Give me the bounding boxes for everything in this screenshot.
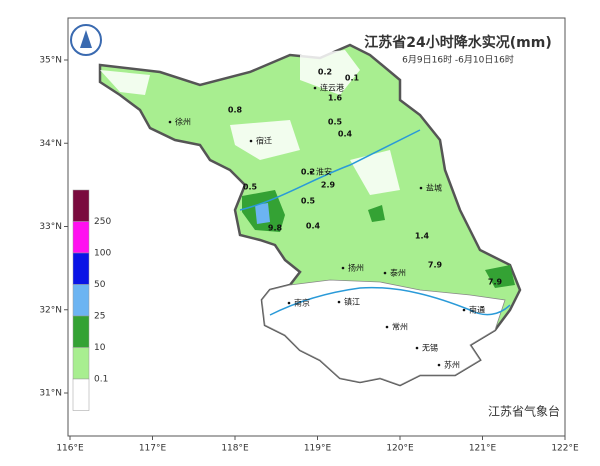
dry-area — [100, 50, 400, 195]
legend-swatch — [72, 221, 90, 254]
rainfall-value: 1.4 — [415, 232, 430, 241]
city-dot — [419, 186, 423, 190]
legend-label: 250 — [94, 217, 111, 227]
city-label: 扬州 — [348, 263, 364, 273]
rainfall-value: 0.5 — [328, 118, 343, 127]
legend-swatch — [72, 378, 90, 411]
city-dot — [415, 346, 419, 350]
city-dot — [385, 325, 389, 329]
city-label: 宿迁 — [256, 136, 272, 146]
rainfall-value: 0.4 — [338, 130, 353, 139]
lon-label: 120°E — [386, 444, 414, 454]
rainfall-value: 0.4 — [306, 222, 321, 231]
map-title: 江苏省24小时降水实况(mm) — [364, 34, 551, 51]
legend-label: 0.1 — [94, 375, 108, 385]
south-region — [261, 279, 506, 386]
rainfall-value: 0.5 — [301, 197, 316, 206]
city-label: 镇江 — [344, 297, 360, 307]
city-label: 泰州 — [390, 268, 406, 278]
lon-label: 116°E — [56, 444, 84, 454]
city-label: 连云港 — [320, 83, 344, 93]
rainfall-value: 1.6 — [328, 94, 343, 103]
city-dot — [309, 170, 313, 174]
city-dot — [462, 308, 466, 312]
lon-label: 121°E — [469, 444, 497, 454]
legend-label: 10 — [94, 343, 106, 353]
legend-swatch — [72, 284, 90, 317]
legend-swatch — [72, 347, 90, 380]
rainfall-value: 0.2 — [318, 68, 332, 77]
city-dot — [383, 271, 387, 275]
city-dot — [437, 363, 441, 367]
lat-label: 32°N — [39, 305, 62, 315]
rainfall-value: 7.9 — [488, 278, 503, 287]
very-heavy-rain-area — [255, 203, 270, 224]
lat-label: 33°N — [39, 222, 62, 232]
city-label: 徐州 — [175, 117, 191, 127]
legend-label: 25 — [94, 312, 105, 322]
city-dot — [337, 300, 341, 304]
lon-label: 119°E — [304, 444, 332, 454]
lat-label: 34°N — [39, 139, 62, 149]
city-dot — [287, 301, 291, 305]
river — [239, 129, 421, 211]
rainfall-value: 9.8 — [268, 224, 283, 233]
lon-label: 122°E — [551, 444, 579, 454]
river — [269, 286, 511, 316]
rainfall-value: 0.2 — [301, 168, 315, 177]
city-label: 苏州 — [444, 360, 460, 370]
rainfall-value: 7.9 — [428, 261, 443, 270]
city-label: 常州 — [392, 323, 408, 332]
overlay: 35°N 34°N 33°N 32°N 31°N 116°E 117°E 118°E 119°E… — [39, 56, 579, 454]
city-label: 盐城 — [426, 183, 442, 193]
rainfall-value: 0.5 — [243, 183, 258, 192]
city-dot — [168, 120, 172, 124]
lon-label: 117°E — [139, 444, 167, 454]
logo-mark — [80, 30, 92, 48]
legend-swatch — [72, 189, 90, 222]
rainfall-value: 2.9 — [321, 181, 336, 190]
city-dot — [341, 266, 345, 270]
city-label: 南京 — [294, 298, 310, 308]
rainfall-value: 0.8 — [228, 106, 243, 115]
map-subtitle: 6月9日16时 -6月10日16时 — [402, 54, 514, 66]
city-dot — [249, 139, 253, 143]
city-label: 南通 — [469, 305, 485, 315]
city-dot — [313, 86, 317, 90]
lon-label: 118°E — [221, 444, 249, 454]
legend-swatch — [72, 252, 90, 285]
rainfall-value: 0.1 — [345, 74, 360, 83]
legend-swatch — [72, 315, 90, 348]
city-label: 淮安 — [316, 167, 332, 177]
lat-label: 35°N — [39, 56, 62, 66]
city-label: 无锡 — [422, 344, 438, 353]
legend-label: 50 — [94, 280, 106, 290]
legend-label: 100 — [94, 249, 111, 259]
lat-label: 31°N — [39, 389, 62, 399]
source: 江苏省气象台 — [488, 404, 560, 419]
